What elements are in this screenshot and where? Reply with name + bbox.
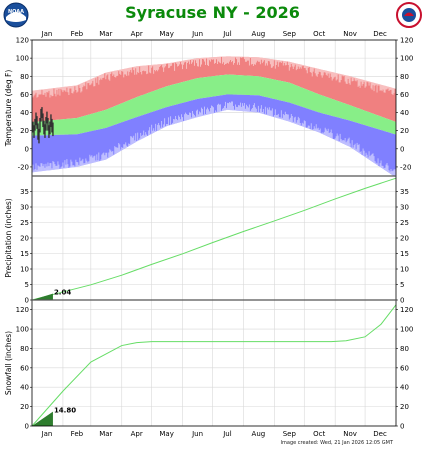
precipitation-ytick-left: 30	[20, 204, 29, 212]
temperature-ytick-right: 0	[400, 145, 404, 153]
precipitation-ytick-right: 20	[400, 235, 409, 243]
snowfall-ytick-right: 20	[400, 403, 409, 411]
noaa-logo: NOAA	[3, 2, 29, 32]
temperature-ytick-left: -20	[18, 163, 29, 171]
month-tick-bottom: Jun	[191, 430, 203, 438]
month-tick-bottom: Nov	[343, 430, 357, 438]
month-tick-top: Sep	[283, 30, 297, 38]
temperature-ytick-right: 120	[400, 37, 413, 45]
snowfall-ytick-left: 120	[16, 306, 29, 314]
snowfall-ytick-right: 0	[400, 423, 404, 431]
precipitation-ytick-right: 15	[400, 250, 409, 258]
month-tick-top: Jun	[191, 30, 203, 38]
precipitation-ytick-right: 10	[400, 266, 409, 274]
precipitation-ytick-left: 10	[20, 266, 29, 274]
month-tick-bottom: Dec	[373, 430, 387, 438]
month-tick-top: Jan	[41, 30, 53, 38]
temperature-ytick-left: 80	[20, 73, 29, 81]
record-low-band	[32, 94, 396, 178]
temperature-ytick-left: 120	[16, 37, 29, 45]
precipitation-ytick-left: 20	[20, 235, 29, 243]
snowfall-ylabel: Snowfall (inches)	[4, 331, 13, 395]
temperature-ytick-right: 80	[400, 73, 409, 81]
month-tick-bottom: Apr	[131, 430, 143, 438]
month-tick-top: Mar	[99, 30, 112, 38]
temperature-ytick-left: 0	[25, 145, 29, 153]
month-tick-top: Oct	[313, 30, 325, 38]
month-tick-bottom: Feb	[71, 430, 84, 438]
month-tick-bottom: Oct	[313, 430, 325, 438]
precipitation-ytick-left: 35	[20, 188, 29, 196]
observed-precip-label: 2.04	[54, 289, 71, 297]
snowfall-ytick-right: 100	[400, 326, 413, 334]
snowfall-ytick-left: 40	[20, 384, 29, 392]
observed-precip-area	[32, 293, 53, 300]
plot-border	[31, 39, 397, 427]
month-tick-top: Apr	[131, 30, 143, 38]
precipitation-ytick-left: 0	[25, 297, 29, 305]
snowfall-ytick-left: 60	[20, 364, 29, 372]
snowfall-ytick-right: 80	[400, 345, 409, 353]
temperature-ytick-left: 40	[20, 109, 29, 117]
precipitation-ytick-left: 15	[20, 250, 29, 258]
precipitation-ytick-right: 35	[400, 188, 409, 196]
month-tick-top: Aug	[252, 30, 266, 38]
normal-snowfall-line	[31, 304, 397, 427]
temperature-ylabel: Temperature (deg F)	[4, 70, 13, 148]
temperature-ytick-left: 100	[16, 55, 29, 63]
precipitation-ytick-right: 5	[400, 281, 404, 289]
snowfall-ytick-left: 100	[16, 326, 29, 334]
image-created-note: Image created: Wed, 21 Jan 2026 12:05 GM…	[280, 440, 393, 446]
snowfall-ytick-left: 0	[25, 423, 29, 431]
month-tick-bottom: Mar	[99, 430, 112, 438]
temperature-ytick-right: 20	[400, 127, 409, 135]
precipitation-ytick-right: 30	[400, 204, 409, 212]
record-high-band	[32, 56, 396, 123]
snowfall-ytick-left: 20	[20, 403, 29, 411]
temperature-ytick-left: 60	[20, 91, 29, 99]
noaa-logo-text: NOAA	[8, 9, 24, 15]
observed-snowfall-area	[32, 411, 53, 426]
precipitation-ylabel: Precipitation (inches)	[4, 198, 13, 277]
normal-precip-line	[31, 177, 397, 301]
snowfall-ytick-right: 120	[400, 306, 413, 314]
month-tick-top: Feb	[71, 30, 84, 38]
page-title: Syracuse NY - 2026	[125, 3, 300, 22]
month-tick-bottom: Jan	[41, 430, 53, 438]
nws-logo	[396, 2, 422, 32]
temperature-ytick-right: -20	[400, 163, 411, 171]
precipitation-ytick-right: 0	[400, 297, 404, 305]
snowfall-ytick-right: 60	[400, 364, 409, 372]
month-tick-top: Jul	[222, 30, 232, 38]
month-tick-bottom: Aug	[252, 430, 266, 438]
precipitation-ytick-left: 5	[25, 281, 29, 289]
temperature-ytick-left: 20	[20, 127, 29, 135]
normal-range-band	[32, 74, 396, 136]
month-tick-bottom: Jul	[222, 430, 232, 438]
month-tick-top: Nov	[343, 30, 357, 38]
month-tick-top: Dec	[373, 30, 387, 38]
month-tick-bottom: Sep	[283, 430, 297, 438]
month-tick-bottom: May	[159, 430, 173, 438]
month-tick-top: May	[159, 30, 173, 38]
temperature-ytick-right: 60	[400, 91, 409, 99]
snowfall-ytick-left: 80	[20, 345, 29, 353]
temperature-ytick-right: 40	[400, 109, 409, 117]
precipitation-ytick-left: 25	[20, 219, 29, 227]
observed-snowfall-label: 14.80	[54, 407, 76, 415]
precipitation-ytick-right: 25	[400, 219, 409, 227]
temperature-ytick-right: 100	[400, 55, 413, 63]
snowfall-ytick-right: 40	[400, 384, 409, 392]
